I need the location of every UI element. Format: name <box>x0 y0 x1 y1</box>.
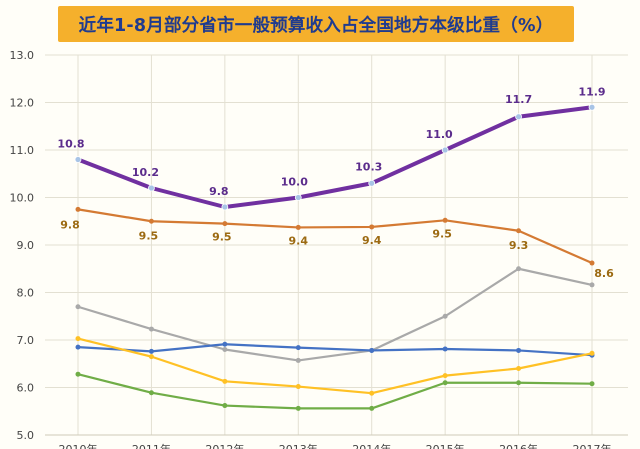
series-line <box>76 105 594 209</box>
data-point <box>369 224 375 230</box>
data-label: 9.8 <box>60 218 80 231</box>
y-tick-label: 6.0 <box>17 382 35 395</box>
data-label: 11.9 <box>578 85 605 98</box>
data-point <box>148 390 154 396</box>
data-point <box>148 184 155 192</box>
data-point <box>222 347 228 352</box>
data-point <box>442 380 448 386</box>
data-point <box>222 341 228 347</box>
x-tick-label: 2011年 <box>132 442 171 449</box>
y-tick-label: 11.0 <box>10 144 35 157</box>
data-point <box>516 347 522 353</box>
x-tick-label: 2016年 <box>499 442 538 449</box>
data-point <box>368 179 376 187</box>
y-tick-label: 13.0 <box>10 49 35 62</box>
y-tick-label: 12.0 <box>10 97 35 110</box>
series-line <box>76 343 594 357</box>
data-point <box>295 345 301 351</box>
data-point <box>295 357 301 363</box>
x-tick-label: 2015年 <box>426 442 465 449</box>
x-tick-label: 2014年 <box>352 442 391 449</box>
data-point <box>516 266 522 272</box>
data-point <box>294 194 302 201</box>
data-label: 10.8 <box>57 138 84 151</box>
data-point <box>442 217 448 223</box>
data-point <box>442 346 448 352</box>
data-point <box>148 348 154 354</box>
data-point <box>148 218 154 224</box>
data-label: 9.3 <box>509 239 529 252</box>
data-point <box>588 103 596 111</box>
data-point <box>441 146 449 154</box>
data-label: 11.7 <box>505 93 532 106</box>
chart-title-banner: 近年1-8月部分省市一般预算收入占全国地方本级比重（%） <box>58 6 574 42</box>
data-label: 9.5 <box>432 227 452 240</box>
y-tick-label: 5.0 <box>17 429 35 442</box>
data-label: 9.5 <box>139 229 159 242</box>
series-line <box>76 337 594 395</box>
data-point <box>515 113 522 121</box>
data-point <box>222 221 228 227</box>
data-point <box>369 347 375 353</box>
data-point <box>369 405 375 411</box>
data-point <box>75 371 81 377</box>
data-point <box>589 260 595 266</box>
series-line <box>76 267 594 362</box>
data-label: 9.8 <box>209 185 229 198</box>
data-point <box>516 366 522 371</box>
x-tick-label: 2017年 <box>573 442 612 449</box>
data-point <box>75 336 81 342</box>
data-point <box>222 378 228 384</box>
data-point <box>442 373 448 379</box>
x-tick-label: 2010年 <box>59 442 98 449</box>
series-line <box>76 373 594 410</box>
data-point <box>369 390 375 396</box>
data-label: 9.5 <box>212 231 232 244</box>
data-point <box>75 344 81 350</box>
y-tick-label: 10.0 <box>10 192 35 205</box>
chart-title: 近年1-8月部分省市一般预算收入占全国地方本级比重（%） <box>78 15 554 36</box>
data-point <box>75 304 81 310</box>
y-tick-label: 9.0 <box>17 239 35 252</box>
data-point <box>589 350 595 356</box>
y-tick-label: 7.0 <box>17 334 35 347</box>
data-label: 10.3 <box>355 160 382 173</box>
data-point <box>589 282 595 288</box>
data-point <box>516 228 522 234</box>
x-tick-label: 2012年 <box>205 442 244 449</box>
data-label: 8.6 <box>594 267 614 280</box>
y-tick-label: 8.0 <box>17 287 35 300</box>
data-point <box>295 405 301 411</box>
data-point <box>442 313 448 319</box>
data-point <box>516 380 522 386</box>
data-label: 9.4 <box>362 234 382 247</box>
data-label: 10.2 <box>132 166 159 179</box>
data-point <box>221 203 229 211</box>
data-point <box>74 156 82 163</box>
data-point <box>295 224 301 230</box>
data-point <box>295 384 301 390</box>
x-tick-label: 2013年 <box>279 442 318 449</box>
data-point <box>148 326 154 332</box>
series-line <box>76 208 594 265</box>
data-point <box>75 206 81 212</box>
data-label: 10.0 <box>281 176 308 189</box>
data-point <box>148 354 154 360</box>
data-point <box>589 381 595 387</box>
data-point <box>222 403 228 409</box>
data-label: 9.4 <box>289 234 309 247</box>
data-label: 11.0 <box>426 128 453 141</box>
